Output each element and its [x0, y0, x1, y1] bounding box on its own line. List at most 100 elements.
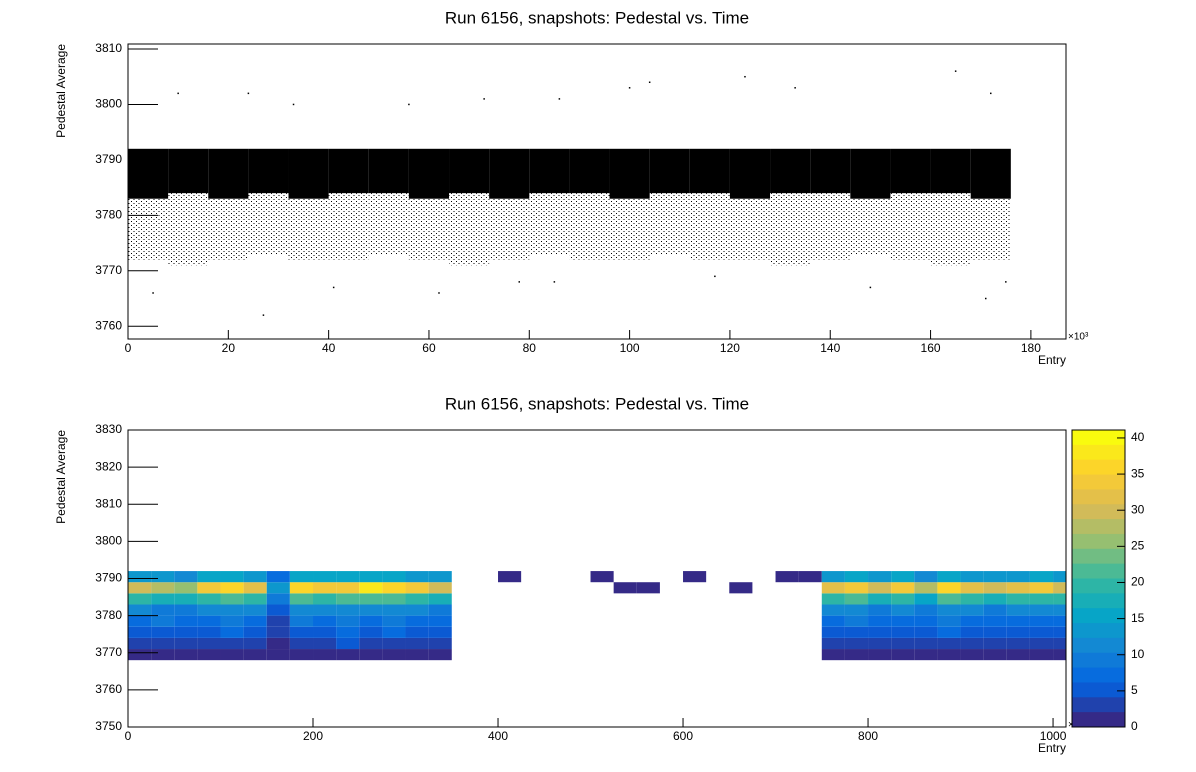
- cell: [220, 593, 244, 605]
- point: [332, 286, 335, 289]
- cell: [776, 649, 799, 660]
- point: [247, 92, 250, 95]
- cell: [844, 615, 869, 627]
- cell: [983, 571, 1007, 583]
- colorbar-step: [1072, 444, 1125, 461]
- cell: [544, 593, 567, 604]
- cell: [313, 637, 337, 650]
- cell: [498, 593, 521, 604]
- point: [628, 87, 631, 89]
- cell: [1029, 571, 1054, 583]
- dense-band: [449, 148, 490, 194]
- cell: [706, 638, 729, 649]
- cell: [891, 604, 915, 616]
- cell: [660, 649, 683, 660]
- x-tick-label: 0: [125, 729, 132, 743]
- sparse-band: [569, 193, 610, 260]
- cell: [614, 604, 637, 615]
- cell: [382, 593, 406, 605]
- cell: [1029, 649, 1054, 661]
- sparse-band: [408, 198, 450, 260]
- cell: [937, 615, 961, 627]
- cell: [591, 593, 614, 604]
- colorbar-step: [1072, 637, 1125, 654]
- dense-band: [208, 148, 249, 199]
- cell: [799, 593, 822, 604]
- cell: [243, 626, 267, 638]
- cell: [752, 649, 775, 660]
- cell: [614, 593, 637, 604]
- cell: [475, 604, 498, 615]
- y-tick-label: 3770: [95, 263, 122, 277]
- cell: [174, 615, 198, 627]
- cell: [683, 604, 706, 615]
- cell: [266, 593, 290, 605]
- sparse-band: [770, 193, 811, 266]
- cell: [776, 604, 799, 615]
- cell: [521, 571, 544, 582]
- cell: [336, 649, 360, 661]
- cell: [289, 649, 314, 661]
- cell: [382, 637, 406, 650]
- dense-band: [649, 148, 690, 194]
- point: [438, 292, 440, 294]
- cell: [1053, 571, 1066, 583]
- cell: [475, 571, 498, 582]
- cell: [683, 616, 706, 627]
- z-tick-label: 35: [1131, 466, 1145, 480]
- cell: [683, 627, 706, 638]
- cell: [660, 627, 683, 638]
- colorbar-step: [1072, 667, 1125, 683]
- cell: [776, 593, 799, 604]
- cell: [937, 637, 961, 650]
- cell: [452, 616, 475, 627]
- cell: [891, 615, 915, 627]
- sparse-band: [248, 193, 289, 255]
- cell: [359, 615, 383, 627]
- cell: [521, 638, 544, 649]
- cell: [1006, 615, 1030, 627]
- colorbar-step: [1072, 563, 1125, 579]
- cell: [336, 637, 360, 650]
- x-tick-label: 0: [125, 341, 132, 355]
- cell: [752, 616, 775, 627]
- cell: [637, 649, 660, 660]
- cell: [567, 616, 590, 627]
- cell: [498, 604, 521, 615]
- cell: [752, 604, 775, 615]
- y-tick-label: 3800: [95, 534, 122, 548]
- sparse-band: [689, 193, 730, 260]
- cell: [1053, 637, 1066, 650]
- frame: [127, 43, 1067, 340]
- x-tick-label: 400: [488, 729, 508, 743]
- cell: [405, 593, 429, 605]
- dense-band: [890, 148, 931, 194]
- cell: [591, 616, 614, 627]
- cell: [452, 649, 475, 660]
- cell: [313, 604, 337, 616]
- cell: [243, 615, 267, 627]
- cell: [983, 615, 1007, 627]
- cell: [336, 582, 360, 594]
- cell: [151, 582, 175, 594]
- cell: [266, 637, 290, 650]
- dense-band: [368, 148, 409, 194]
- dense-band: [930, 148, 971, 194]
- cell: [498, 582, 521, 593]
- point: [1005, 281, 1007, 283]
- cell: [799, 638, 822, 649]
- sparse-band: [930, 193, 971, 266]
- cell: [405, 582, 429, 594]
- cell: [868, 615, 892, 627]
- y-tick-label: 3770: [95, 645, 122, 659]
- cell: [729, 638, 752, 649]
- point: [152, 292, 154, 294]
- cell: [197, 615, 221, 627]
- cell: [798, 571, 822, 583]
- y-axis-label: Pedestal Average: [54, 430, 68, 524]
- cell: [220, 571, 244, 583]
- y-tick-label: 3800: [95, 97, 122, 111]
- cell: [960, 593, 984, 605]
- cell: [1053, 615, 1066, 627]
- cell: [821, 571, 845, 583]
